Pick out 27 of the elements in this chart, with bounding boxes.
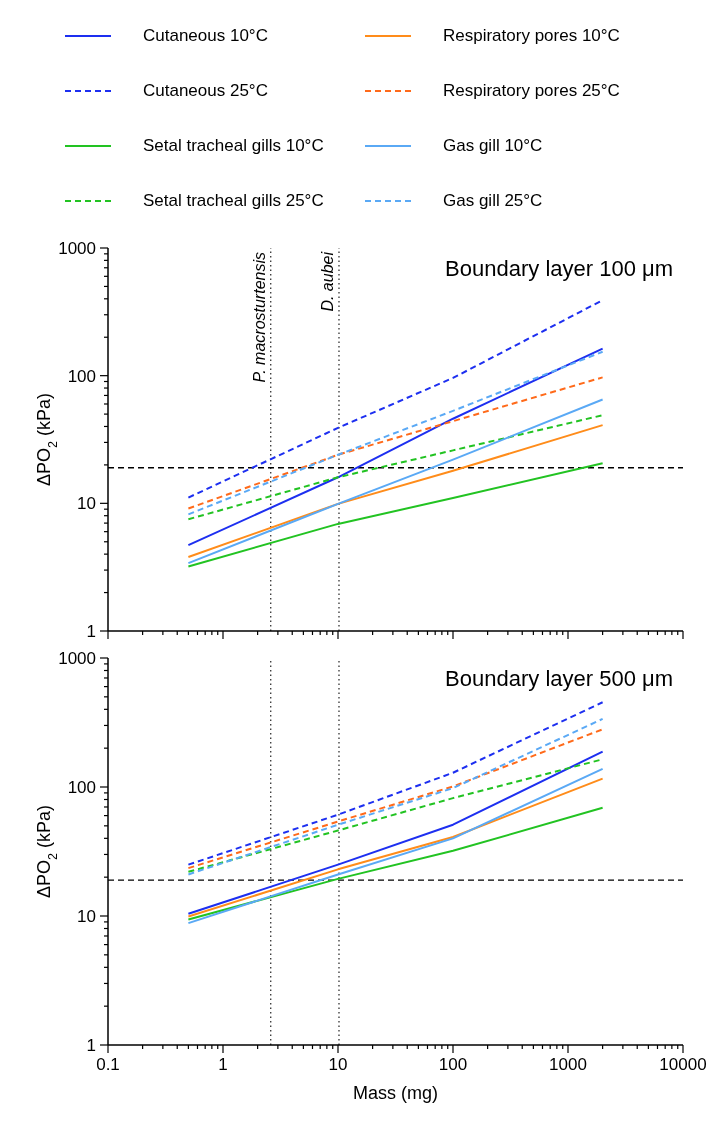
ref-line-label: P. macrosturtensis [250,252,268,383]
legend-label: Setal tracheal gills 25°C [143,190,324,211]
chart-title: Boundary layer 500 μm [445,666,673,692]
x-tick-label: 1000 [549,1055,587,1074]
legend-label: Cutaneous 10°C [143,25,268,46]
y-tick-label: 1000 [58,239,96,258]
x-tick-label: 1 [218,1055,228,1074]
x-tick-label: 10000 [659,1055,707,1074]
x-axis-title: Mass (mg) [353,1083,438,1103]
x-tick-label: 0.1 [96,1055,120,1074]
x-tick-label: 10 [328,1055,348,1074]
y-tick-label: 100 [67,366,96,386]
y-tick-label: 10 [77,907,96,926]
y-tick-label: 1000 [58,649,96,668]
ref-line-label: D. aubei [318,251,336,312]
legend-label: Cutaneous 25°C [143,80,268,101]
y-tick-label: 1 [86,1036,96,1055]
legend-label: Respiratory pores 10°C [443,25,620,46]
legend-label: Respiratory pores 25°C [443,80,620,101]
y-tick-label: 100 [67,778,96,797]
chart-title: Boundary layer 100 μm [445,256,673,282]
legend-label: Setal tracheal gills 10°C [143,135,324,156]
x-tick-label: 100 [438,1055,468,1074]
y-tick-label: 1 [86,622,96,641]
legend-label: Gas gill 10°C [443,135,543,156]
legend-label: Gas gill 25°C [443,190,543,211]
y-tick-label: 10 [77,494,96,514]
